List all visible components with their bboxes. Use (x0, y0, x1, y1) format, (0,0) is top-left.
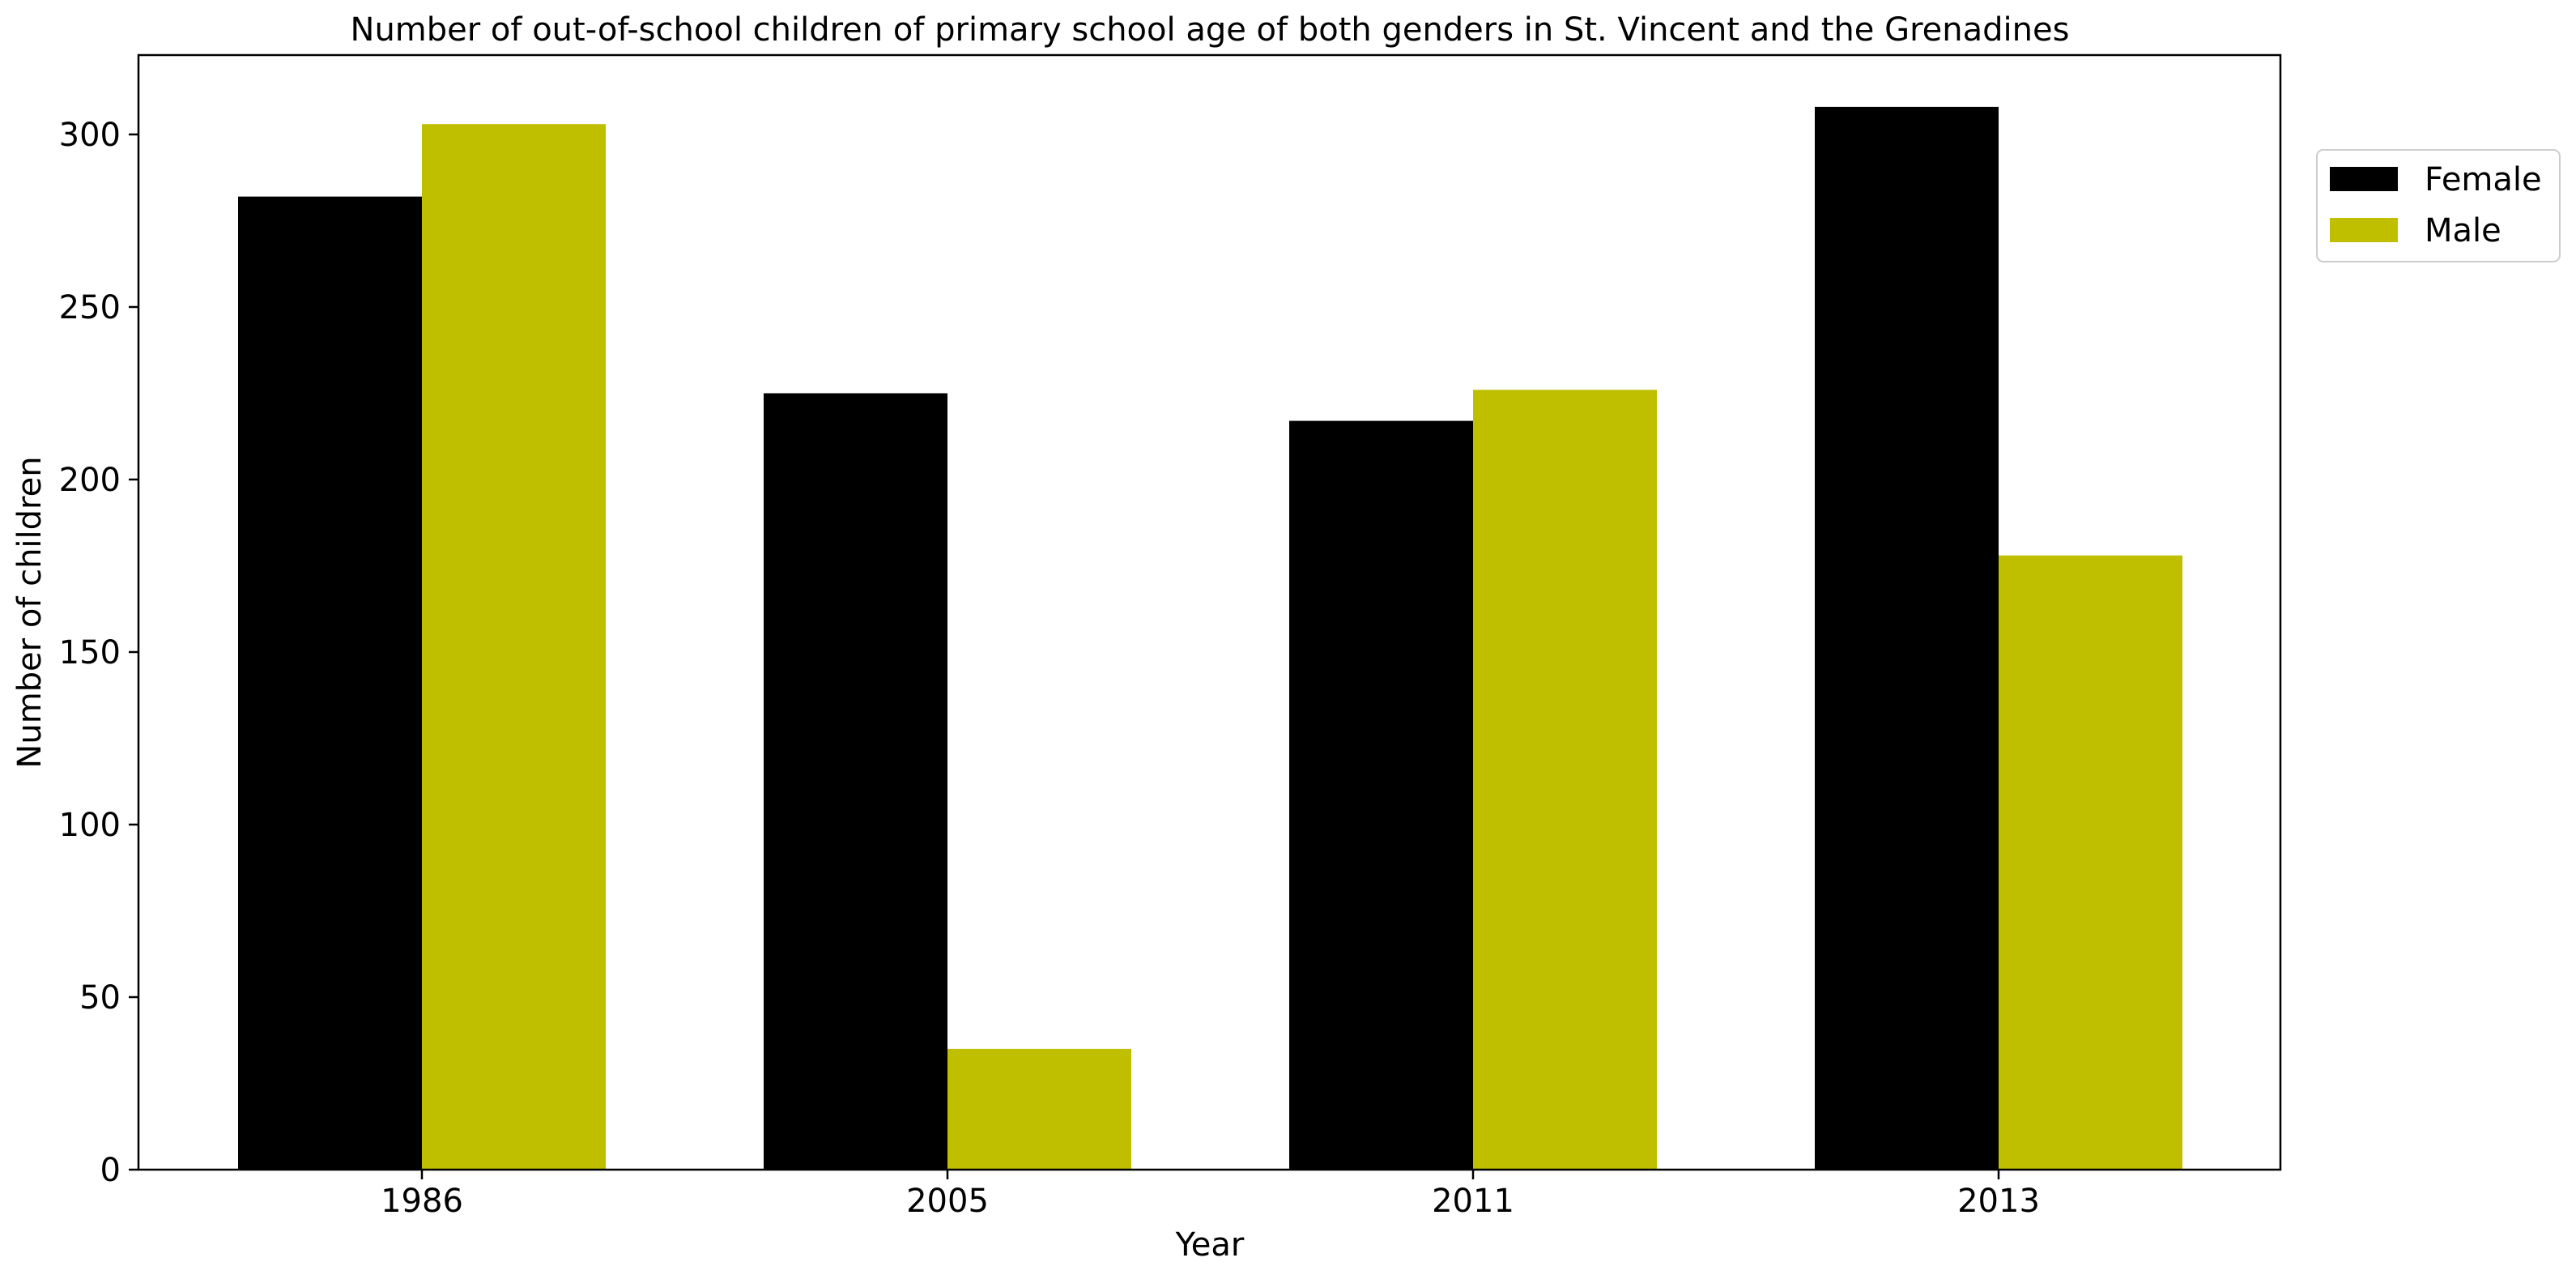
legend-label-male: Male (2425, 212, 2501, 249)
y-tick-label: 150 (59, 634, 121, 671)
bar-male-2013 (1999, 555, 2182, 1170)
bar-female-2005 (764, 393, 947, 1170)
bar-female-2011 (1289, 420, 1473, 1170)
legend-swatch-female (2330, 167, 2398, 191)
x-axis-label: Year (1175, 1226, 1245, 1264)
legend-label-female: Female (2425, 161, 2542, 198)
y-tick-label: 0 (100, 1152, 121, 1189)
x-tick-label: 1986 (381, 1183, 463, 1220)
bar-female-1986 (238, 196, 422, 1170)
x-tick-label: 2011 (1432, 1183, 1514, 1220)
x-tick-label: 2005 (906, 1183, 989, 1220)
bar-male-2005 (947, 1048, 1131, 1170)
legend-items: Female Male (2330, 161, 2542, 249)
bar-male-1986 (422, 124, 606, 1170)
x-axis-ticks: 1986 2005 2011 2013 (381, 1170, 2040, 1220)
bars-group (238, 106, 2182, 1170)
y-tick-label: 200 (59, 462, 121, 499)
chart-title: Number of out-of-school children of prim… (351, 11, 2070, 49)
plot-area-frame (137, 53, 2282, 1171)
y-tick-label: 50 (79, 979, 121, 1017)
bar-female-2013 (1815, 106, 1999, 1170)
legend: Female Male (2316, 149, 2561, 262)
x-tick-label: 2013 (1957, 1183, 2040, 1220)
y-tick-label: 300 (59, 117, 121, 154)
legend-swatch-male (2330, 218, 2398, 242)
y-axis-ticks: 0 50 100 150 200 250 300 (59, 117, 138, 1189)
y-axis-label: Number of children (11, 456, 49, 768)
y-tick-label: 250 (59, 289, 121, 326)
y-tick-label: 100 (59, 807, 121, 844)
bar-male-2011 (1473, 390, 1657, 1170)
